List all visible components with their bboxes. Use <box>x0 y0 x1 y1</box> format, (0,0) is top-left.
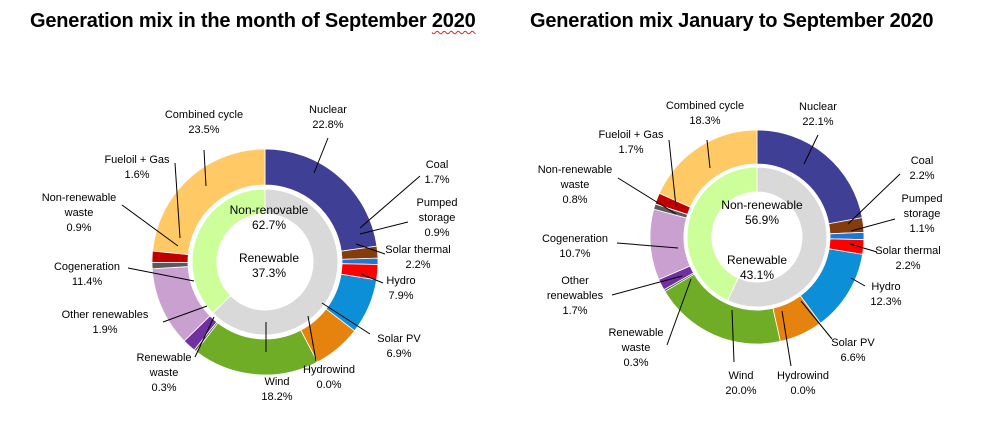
slice-label-renewable-waste: Renewable waste 0.3% <box>608 327 663 369</box>
leader-line-renewable-waste <box>666 278 692 346</box>
leader-line-solar-thermal <box>355 243 386 255</box>
leader-line-other-renewables <box>162 305 208 323</box>
slice-label-non-renewable-waste: Non-renewable waste 0.8% <box>538 164 613 206</box>
leader-line-coal <box>847 173 901 225</box>
leader-line-non-renewable-waste <box>121 204 179 247</box>
leader-line-hydrowind <box>781 310 792 367</box>
leader-line-cogeneration <box>127 267 195 282</box>
slice-label-other-renewables: Other renewables 1.7% <box>547 275 604 317</box>
slice-label-nuclear: Nuclear 22.1% <box>799 101 837 128</box>
slice-label-hydrowind: Hydrowind 0.0% <box>777 370 829 397</box>
slice-label-hydrowind: Hydrowind 0.0% <box>303 364 355 391</box>
slice-label-cogeneration: Cogeneration 11.4% <box>54 261 120 288</box>
leader-line-nuclear <box>313 137 329 174</box>
leader-line-other-renewables <box>611 275 683 296</box>
slice-label-pumped-storage: Pumped storage 0.9% <box>417 197 458 239</box>
leader-line-combined-cycle <box>203 149 207 187</box>
slice-label-pumped-storage: Pumped storage 1.1% <box>902 193 943 235</box>
slice-label-coal: Coal 2.2% <box>909 155 934 182</box>
leader-line-coal <box>359 175 421 229</box>
slice-label-solar-thermal: Solar thermal 2.2% <box>385 244 450 271</box>
leader-line-pumped-storage <box>359 221 409 235</box>
slice-label-combined-cycle: Combined cycle 18.3% <box>666 100 744 127</box>
slice-label-solar-pv: Solar PV 6.9% <box>377 333 421 360</box>
inner-ring-slice-renewable <box>191 188 266 314</box>
donut-chart-september: Nuclear 22.8% Coal 1.7% Pumped storage 0.9% Sol… <box>42 104 458 403</box>
slice-label-wind: Wind 18.2% <box>261 376 292 403</box>
leader-line-solar-pv <box>800 300 833 340</box>
slice-label-combined-cycle: Combined cycle 23.5% <box>165 109 243 136</box>
leader-line-solar-thermal <box>849 243 878 253</box>
inner-label-renewable: Renewable 37.3% <box>239 251 299 280</box>
outer-ring-slice-combined-cycle <box>152 148 266 255</box>
leader-line-hydrowind <box>307 315 317 362</box>
donut-chart-jan-sep: Nuclear 22.1% Coal 2.2% Pumped storage 1.1% Sol… <box>538 100 943 397</box>
inner-label-renewable: Renewable 43.1% <box>727 253 787 282</box>
inner-ring-slice-renewable <box>686 166 758 302</box>
slice-label-non-renewable-waste: Non-renewable waste 0.9% <box>42 192 117 234</box>
inner-label-non-renovable: Non-renovable 62.7% <box>230 203 309 232</box>
leader-line-wind <box>731 309 735 363</box>
slice-label-renewable-waste: Renewable waste 0.3% <box>136 352 191 394</box>
leader-line-hydro <box>850 277 866 287</box>
chart-title-september-year: 2020 <box>431 10 476 32</box>
leader-line-fueloil-gas <box>174 162 181 239</box>
leader-line-pumped-storage <box>850 218 896 232</box>
slice-label-solar-pv: Solar PV 6.6% <box>831 337 875 364</box>
inner-ring-slice-non-renewable <box>726 166 828 308</box>
slice-label-wind: Wind 20.0% <box>725 370 756 397</box>
leader-line-non-renewable-waste <box>617 177 677 215</box>
slice-label-fueloil-gas: Fueloil + Gas 1.7% <box>598 129 664 156</box>
leader-line-solar-pv <box>321 302 371 335</box>
slice-label-cogeneration: Cogeneration 10.7% <box>542 233 608 260</box>
slice-label-nuclear: Nuclear 22.8% <box>309 104 347 131</box>
chart-title-september: Generation mix in the month of September… <box>30 10 476 33</box>
slice-label-hydro: Hydro 12.3% <box>870 281 901 308</box>
slice-label-solar-thermal: Solar thermal 2.2% <box>875 245 940 272</box>
leader-line-fueloil-gas <box>668 139 677 208</box>
slice-label-hydro: Hydro 7.9% <box>386 275 415 302</box>
leader-line-hydro <box>360 273 384 284</box>
leader-line-cogeneration <box>616 242 679 249</box>
chart-title-jan-sep: Generation mix January to September 2020 <box>530 10 934 32</box>
slice-label-coal: Coal 1.7% <box>424 159 449 186</box>
inner-label-non-renewable: Non-renewable 56.9% <box>721 198 803 227</box>
leader-line-combined-cycle <box>706 139 711 169</box>
outer-ring-slice-combined-cycle <box>658 129 758 208</box>
inner-ring-slice-non-renovable <box>212 188 339 336</box>
leader-line-renewable-waste <box>194 316 215 358</box>
chart-title-september-main: Generation mix in the month of September <box>30 10 432 32</box>
leader-line-nuclear <box>803 134 819 165</box>
slice-label-fueloil-gas: Fueloil + Gas 1.6% <box>104 154 170 181</box>
outer-ring-slice-cogeneration <box>649 208 691 281</box>
slice-label-other-renewables: Other renewables 1.9% <box>62 309 149 336</box>
